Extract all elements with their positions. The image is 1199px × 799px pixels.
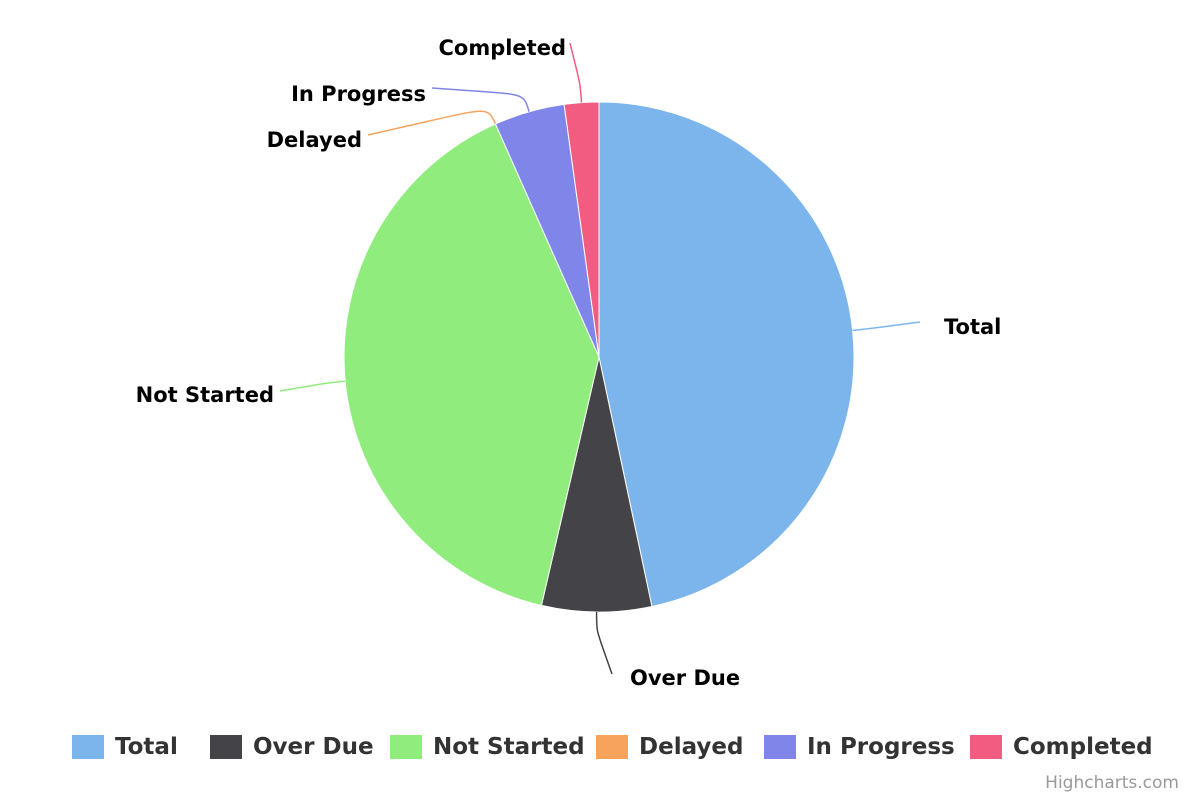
legend-item-not-started[interactable]: Not Started (390, 727, 585, 767)
data-label-over-due: Over Due (630, 666, 740, 690)
data-label-delayed: Delayed (267, 128, 362, 152)
legend-swatch (764, 735, 796, 759)
legend-item-total[interactable]: Total (72, 727, 178, 767)
legend-label: In Progress (807, 734, 955, 760)
connector-total (852, 321, 921, 332)
connector-completed (569, 42, 583, 103)
legend-item-in-progress[interactable]: In Progress (764, 727, 955, 767)
legend-item-delayed[interactable]: Delayed (596, 727, 743, 767)
pie-slice-total[interactable] (598, 101, 855, 608)
pie-slice-over-due[interactable] (540, 356, 653, 613)
connector-delayed (367, 110, 497, 136)
legend-label: Over Due (253, 734, 374, 760)
legend-label: Delayed (639, 734, 744, 760)
legend-label: Total (115, 734, 178, 760)
legend-swatch (72, 735, 104, 759)
legend-swatch (970, 735, 1002, 759)
connector-in-progress (431, 87, 530, 112)
legend-swatch (210, 735, 242, 759)
legend-label: Not Started (433, 734, 585, 760)
data-label-completed: Completed (438, 36, 566, 60)
pie-slice-completed[interactable] (563, 101, 600, 358)
legend-item-over-due[interactable]: Over Due (210, 727, 374, 767)
data-label-total: Total (944, 315, 1001, 339)
connector-not-started (279, 380, 346, 392)
legend-item-completed[interactable]: Completed (970, 727, 1153, 767)
credits-link[interactable]: Highcharts.com (1045, 773, 1179, 793)
connector-over-due (595, 611, 613, 675)
legend-swatch (390, 735, 422, 759)
legend: Total Over Due Not Started Delayed In Progre… (0, 727, 1199, 767)
label-connectors (279, 42, 921, 675)
legend-label: Completed (1013, 734, 1153, 760)
pie-slices (343, 101, 855, 613)
data-labels: Total Over Due Not Started Delayed In Progre… (136, 36, 1002, 690)
data-label-in-progress: In Progress (291, 82, 426, 106)
pie-chart: Total Over Due Not Started Delayed In Progre… (136, 36, 1002, 690)
data-label-not-started: Not Started (136, 383, 274, 407)
legend-swatch (596, 735, 628, 759)
